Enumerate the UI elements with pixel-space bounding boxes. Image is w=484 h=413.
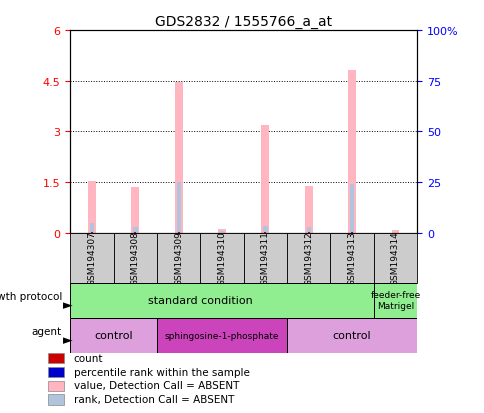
Text: sphingosine-1-phosphate: sphingosine-1-phosphate — [165, 331, 279, 340]
Text: rank, Detection Call = ABSENT: rank, Detection Call = ABSENT — [74, 394, 233, 404]
Text: GSM194309: GSM194309 — [174, 231, 183, 285]
Bar — [90, 224, 94, 233]
Bar — [70, 233, 113, 283]
Bar — [219, 231, 224, 233]
Bar — [70, 318, 157, 353]
Bar — [287, 318, 416, 353]
Text: percentile rank within the sample: percentile rank within the sample — [74, 367, 249, 377]
Text: ►: ► — [62, 333, 72, 346]
Bar — [306, 227, 310, 233]
Text: GSM194310: GSM194310 — [217, 231, 226, 285]
Bar — [48, 394, 64, 405]
Bar — [200, 233, 243, 283]
Text: GSM194307: GSM194307 — [87, 231, 96, 285]
Bar — [287, 233, 330, 283]
Text: feeder-free
Matrigel: feeder-free Matrigel — [370, 291, 420, 310]
Bar — [133, 227, 137, 233]
Text: agent: agent — [31, 326, 62, 336]
Bar — [48, 381, 64, 391]
Bar — [243, 233, 287, 283]
Bar — [304, 187, 312, 233]
Bar — [261, 126, 269, 233]
Bar — [218, 229, 226, 233]
Text: control: control — [332, 330, 371, 341]
Bar — [157, 233, 200, 283]
Text: GSM194308: GSM194308 — [131, 231, 139, 285]
Bar — [48, 353, 64, 363]
Text: growth protocol: growth protocol — [0, 291, 62, 301]
Bar — [373, 233, 416, 283]
Bar — [70, 283, 373, 318]
Bar — [176, 183, 181, 233]
Bar — [391, 230, 398, 233]
Bar — [174, 83, 182, 233]
Bar — [373, 283, 416, 318]
Text: value, Detection Call = ABSENT: value, Detection Call = ABSENT — [74, 380, 239, 390]
Bar — [113, 233, 157, 283]
Bar — [263, 227, 267, 233]
Text: standard condition: standard condition — [148, 295, 252, 306]
Text: GSM194311: GSM194311 — [260, 231, 269, 285]
Bar — [348, 71, 355, 233]
Bar — [88, 181, 96, 233]
Text: GSM194312: GSM194312 — [303, 231, 313, 285]
Bar — [91, 232, 93, 233]
Bar — [131, 188, 139, 233]
Text: control: control — [94, 330, 133, 341]
Bar — [157, 318, 287, 353]
Text: GSM194314: GSM194314 — [390, 231, 399, 285]
Bar — [330, 233, 373, 283]
Text: count: count — [74, 353, 103, 363]
Text: GSM194313: GSM194313 — [347, 231, 356, 285]
Bar — [48, 367, 64, 377]
Text: ►: ► — [62, 298, 72, 311]
Bar — [349, 185, 353, 233]
Title: GDS2832 / 1555766_a_at: GDS2832 / 1555766_a_at — [155, 14, 332, 28]
